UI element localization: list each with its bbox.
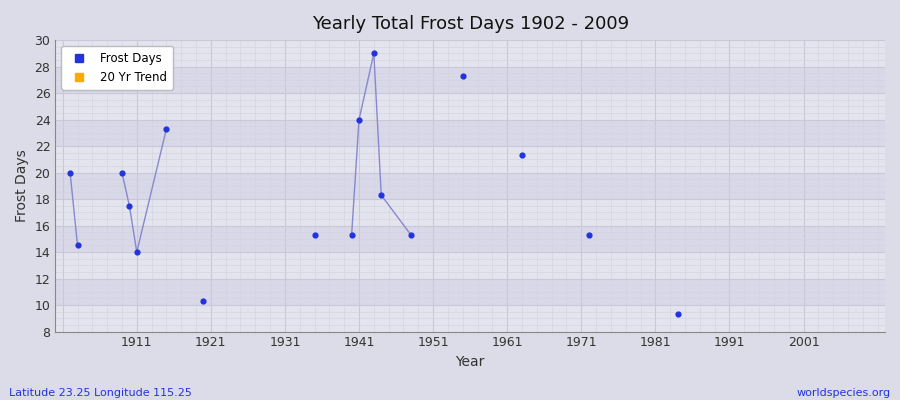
Text: Latitude 23.25 Longitude 115.25: Latitude 23.25 Longitude 115.25 (9, 388, 192, 398)
Point (159, 126, 174, 132)
Y-axis label: Frost Days: Frost Days (15, 150, 29, 222)
Bar (55, 226, 885, 252)
Point (122, 202, 137, 209)
Bar (55, 67, 885, 93)
Point (345, 232, 359, 238)
Legend: Frost Days, 20 Yr Trend: Frost Days, 20 Yr Trend (61, 46, 173, 90)
Bar (55, 278, 885, 305)
Bar (55, 40, 885, 67)
Bar (55, 199, 885, 226)
Bar (55, 120, 885, 146)
Point (374, 192, 389, 198)
Bar (55, 93, 885, 120)
Bar (55, 305, 885, 332)
Point (366, 50, 381, 56)
Point (130, 249, 144, 255)
X-axis label: Year: Year (455, 355, 485, 369)
Title: Yearly Total Frost Days 1902 - 2009: Yearly Total Frost Days 1902 - 2009 (311, 15, 629, 33)
Point (455, 73, 470, 79)
Point (70, 242, 85, 249)
Point (581, 232, 596, 238)
Point (115, 169, 130, 176)
Point (670, 311, 685, 318)
Bar (55, 146, 885, 172)
Text: worldspecies.org: worldspecies.org (796, 388, 891, 398)
Point (63, 169, 77, 176)
Point (352, 116, 366, 123)
Bar (55, 252, 885, 278)
Point (515, 152, 529, 158)
Point (308, 232, 322, 238)
Bar (55, 172, 885, 199)
Point (196, 298, 211, 304)
Point (404, 232, 419, 238)
